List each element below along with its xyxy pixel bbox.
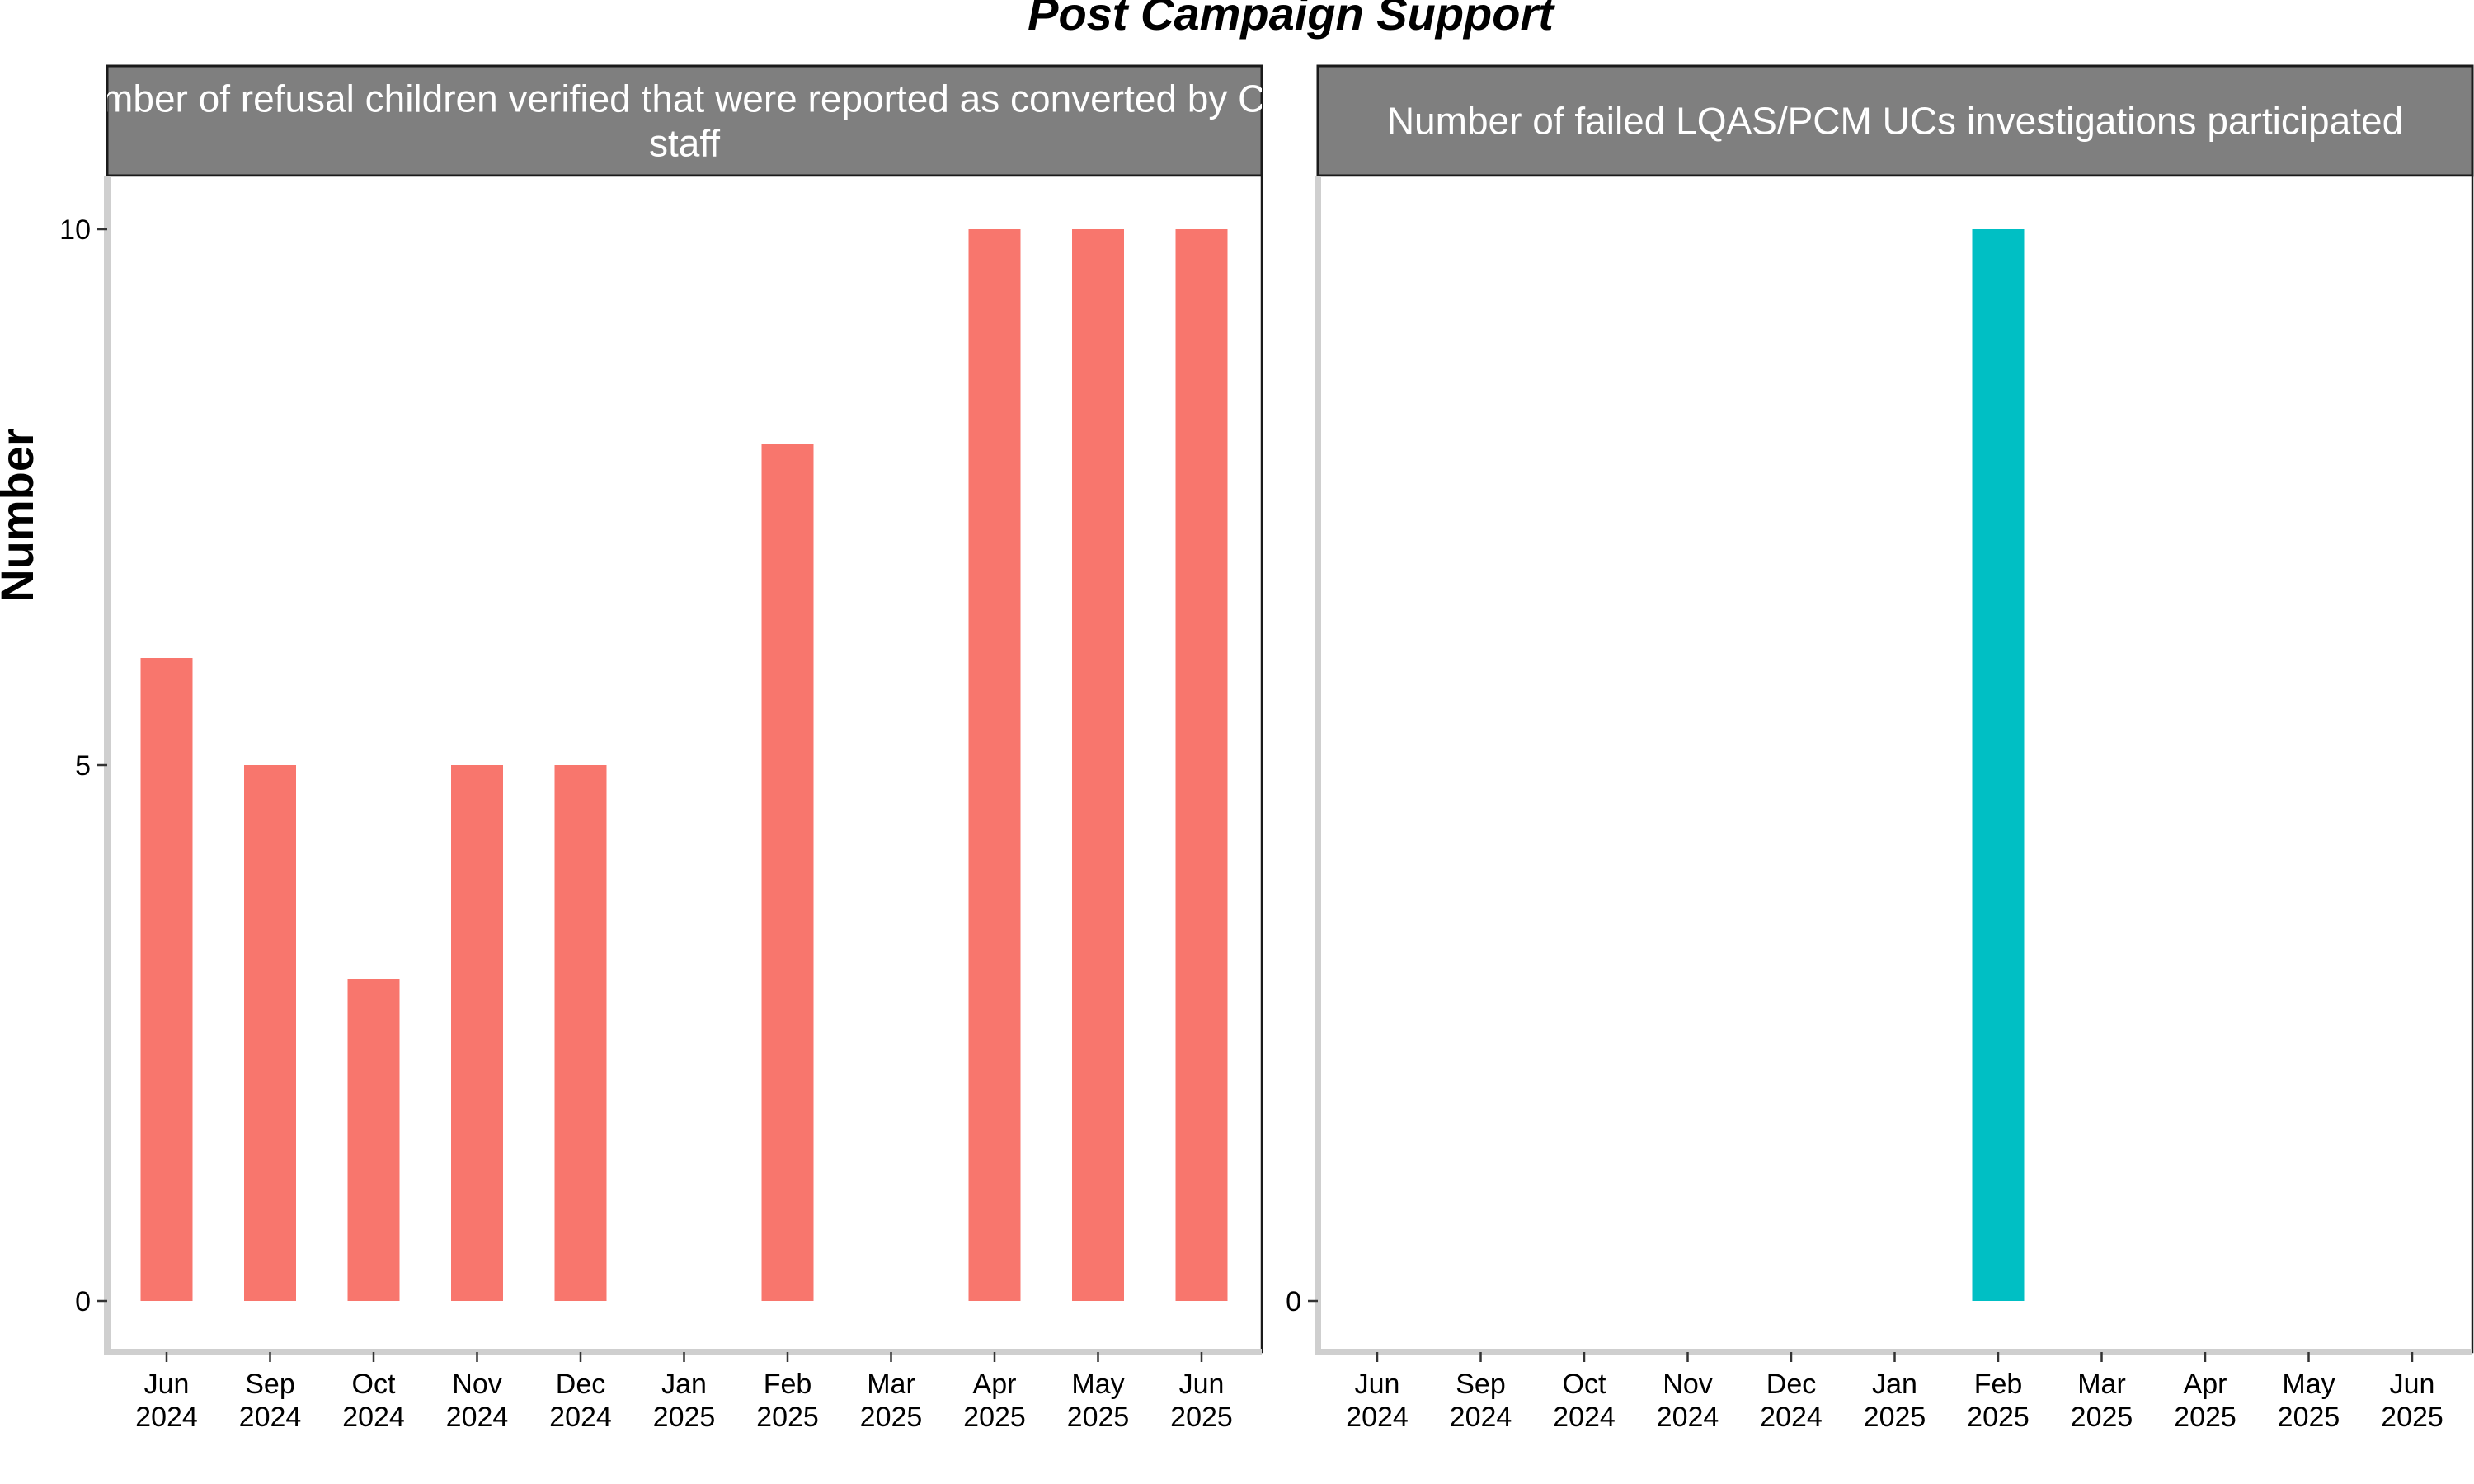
- x-tick-label-year: 2025: [860, 1402, 923, 1433]
- x-tick-label-month: Oct: [352, 1369, 396, 1400]
- x-tick-label-year: 2025: [2381, 1402, 2443, 1433]
- x-tick-label-year: 2024: [342, 1402, 405, 1433]
- y-tick-label: 0: [75, 1286, 91, 1317]
- bar-may-2025: [1072, 229, 1124, 1301]
- x-tick-label-year: 2024: [1346, 1402, 1409, 1433]
- x-tick-label-year: 2025: [756, 1402, 819, 1433]
- x-tick-label-month: Sep: [1456, 1369, 1506, 1400]
- bar-feb-2025: [761, 444, 814, 1301]
- facet-strip-title: Number of refusal children verified that…: [53, 77, 1316, 165]
- facet-strip-background: [1316, 64, 2474, 177]
- y-tick-label: 5: [75, 750, 91, 782]
- chart-title: Post Campaign Support: [1028, 0, 1555, 40]
- x-tick-label-month: Jun: [2390, 1369, 2435, 1400]
- y-tick-label: 10: [59, 214, 91, 246]
- x-tick-label-year: 2024: [1553, 1402, 1616, 1433]
- x-tick-label-year: 2025: [1864, 1402, 1926, 1433]
- x-tick-label-year: 2025: [2071, 1402, 2133, 1433]
- x-tick-label-year: 2025: [1170, 1402, 1233, 1433]
- bar-jun-2025: [1175, 229, 1228, 1301]
- facet-strip-background: [106, 64, 1263, 177]
- plot-panel: [106, 174, 1263, 1354]
- x-tick-label-month: Dec: [556, 1369, 605, 1400]
- x-tick-label-year: 2024: [1657, 1402, 1719, 1433]
- facet-panel-1: Number of refusal children verified that…: [53, 64, 1316, 1433]
- bar-oct-2024: [347, 979, 400, 1301]
- x-tick-label-month: Dec: [1766, 1369, 1816, 1400]
- x-tick-label-month: Jan: [1872, 1369, 1917, 1400]
- x-tick-label-month: Apr: [2184, 1369, 2227, 1400]
- facet-panel-2: Number of failed LQAS/PCM UCs investigat…: [1286, 64, 2474, 1433]
- x-tick-label-month: Nov: [452, 1369, 501, 1400]
- bar-jun-2024: [140, 658, 193, 1301]
- bar-dec-2024: [554, 765, 607, 1301]
- bar-apr-2025: [968, 229, 1021, 1301]
- x-tick-label-year: 2025: [1067, 1402, 1130, 1433]
- facet-strip-title-line: Number of refusal children verified that…: [53, 77, 1316, 120]
- bar-nov-2024: [451, 765, 503, 1301]
- x-tick-label-month: Jan: [661, 1369, 707, 1400]
- facet-strip-title: Number of failed LQAS/PCM UCs investigat…: [1387, 100, 2403, 143]
- facet-strip-title-line: staff: [649, 122, 720, 165]
- x-tick-label-month: Nov: [1663, 1369, 1712, 1400]
- x-tick-label-month: Mar: [867, 1369, 915, 1400]
- x-tick-label-month: Jun: [1355, 1369, 1400, 1400]
- x-tick-label-year: 2024: [1450, 1402, 1512, 1433]
- x-tick-label-month: Mar: [2077, 1369, 2126, 1400]
- x-tick-label-month: Feb: [1974, 1369, 2023, 1400]
- bar-sep-2024: [244, 765, 296, 1301]
- x-tick-label-month: Jun: [1179, 1369, 1225, 1400]
- x-tick-label-month: Sep: [245, 1369, 295, 1400]
- x-tick-label-year: 2025: [2174, 1402, 2236, 1433]
- x-tick-label-month: Oct: [1563, 1369, 1606, 1400]
- x-tick-label-year: 2025: [653, 1402, 716, 1433]
- x-tick-label-year: 2024: [446, 1402, 509, 1433]
- x-tick-label-month: May: [1071, 1369, 1124, 1400]
- x-tick-label-month: Feb: [764, 1369, 812, 1400]
- facet-strip-title-line: Number of failed LQAS/PCM UCs investigat…: [1387, 100, 2403, 143]
- x-tick-label-year: 2025: [2278, 1402, 2340, 1433]
- x-tick-label-year: 2025: [1967, 1402, 2030, 1433]
- x-tick-label-year: 2024: [135, 1402, 198, 1433]
- x-tick-label-year: 2024: [549, 1402, 612, 1433]
- plot-panel: [1316, 174, 2474, 1354]
- x-tick-label-month: Apr: [973, 1369, 1017, 1400]
- x-tick-label-year: 2024: [239, 1402, 302, 1433]
- y-axis-title: Number: [0, 428, 43, 603]
- x-tick-label-year: 2024: [1760, 1402, 1823, 1433]
- bar-feb-2025: [1972, 229, 2025, 1301]
- x-tick-label-month: May: [2282, 1369, 2335, 1400]
- x-tick-label-year: 2025: [963, 1402, 1026, 1433]
- x-tick-label-month: Jun: [144, 1369, 190, 1400]
- y-tick-label: 0: [1286, 1286, 1301, 1317]
